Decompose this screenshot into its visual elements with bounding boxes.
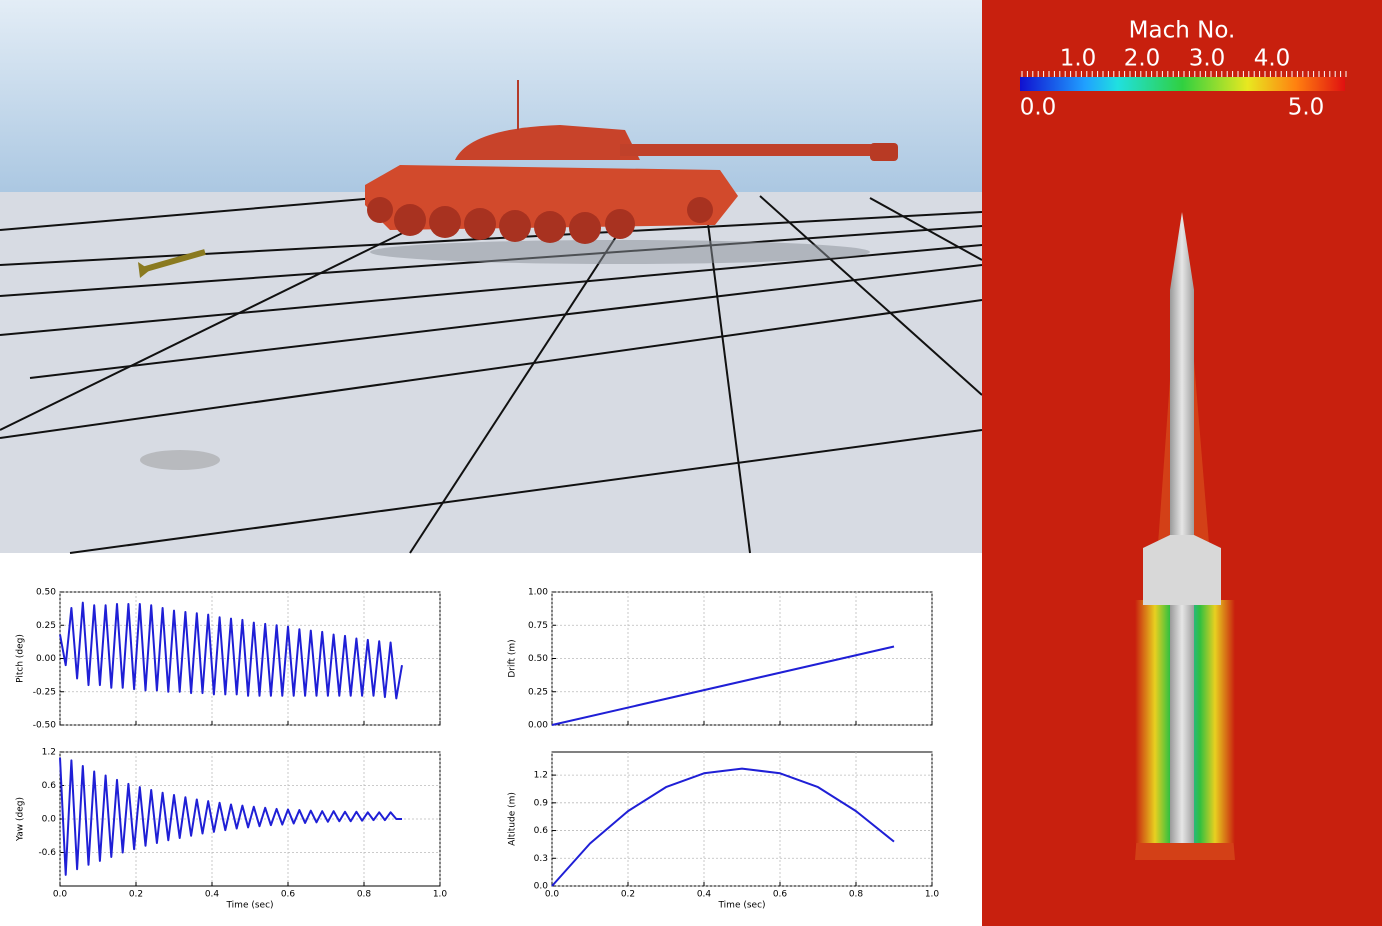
x-tick-label: 0.6	[773, 890, 788, 900]
colorbar-label: 2.0	[1124, 46, 1161, 72]
y-tick-label: 1.00	[528, 588, 548, 598]
y-tick-label: 1.2	[42, 748, 56, 758]
scene	[0, 0, 983, 554]
tank	[365, 80, 898, 244]
rocket-body	[1170, 212, 1194, 540]
rocket-fins	[1143, 535, 1221, 605]
y-tick-label: -0.50	[33, 721, 57, 731]
y-tick-label: 0.25	[528, 687, 548, 697]
colorbar-label: 4.0	[1254, 46, 1291, 72]
y-tick-label: 0.50	[528, 654, 548, 664]
y-tick-label: 0.00	[528, 721, 548, 731]
colorbar-label: 0.0	[1020, 95, 1057, 121]
y-tick-label: 0.9	[534, 798, 549, 808]
y-tick-label: 0.6	[534, 826, 549, 836]
y-tick-label: 0.00	[36, 654, 56, 664]
y-axis-label: Altitude (m)	[508, 792, 518, 846]
charts: -0.50 -0.25 0.00 0.25 0.50 Pitch (deg) -0.6 0.0…	[16, 588, 940, 911]
y-tick-label: 0.75	[528, 621, 548, 631]
x-tick-label: 1.0	[433, 890, 448, 900]
missile-shadow	[140, 450, 220, 470]
data-line	[59, 757, 402, 876]
y-tick-label: 0.25	[36, 621, 56, 631]
x-tick-label: 0.2	[621, 890, 635, 900]
y-tick-label: 0.0	[534, 882, 549, 892]
x-tick-label: 0.4	[697, 890, 712, 900]
y-axis-label: Yaw (deg)	[16, 797, 26, 842]
y-tick-label: -0.25	[33, 687, 56, 697]
y-tick-label: 0.3	[534, 854, 548, 864]
x-tick-label: 0.4	[205, 890, 220, 900]
plot-area	[551, 751, 933, 887]
colorbar-label: 1.0	[1060, 46, 1097, 72]
missile	[138, 249, 206, 278]
tank-shadow	[370, 240, 870, 264]
y-tick-label: 0.6	[42, 781, 57, 791]
y-tick-label: 0.50	[36, 588, 56, 598]
colorbar-title: Mach No.	[1129, 18, 1236, 44]
y-tick-label: 1.2	[534, 771, 548, 781]
x-tick-label: 1.0	[925, 890, 940, 900]
colorbar-label: 3.0	[1189, 46, 1226, 72]
x-axis-label: Time (sec)	[717, 901, 765, 911]
x-tick-label: 0.0	[545, 890, 560, 900]
y-tick-label: 0.0	[42, 815, 57, 825]
x-axis-label: Time (sec)	[225, 901, 273, 911]
data-line	[59, 601, 403, 700]
x-tick-label: 0.0	[53, 890, 68, 900]
x-tick-label: 0.2	[129, 890, 143, 900]
x-tick-label: 0.8	[357, 890, 372, 900]
colorbar-label: 5.0	[1288, 95, 1325, 121]
data-line	[551, 767, 895, 887]
colorbar	[1020, 77, 1345, 91]
cfd-panel: Mach No.	[982, 0, 1382, 926]
y-tick-label: -0.6	[38, 848, 56, 858]
x-tick-label: 0.6	[281, 890, 296, 900]
x-tick-label: 0.8	[849, 890, 864, 900]
y-axis-label: Pitch (deg)	[16, 634, 26, 683]
data-line	[551, 645, 895, 726]
y-axis-label: Drift (m)	[508, 639, 518, 677]
